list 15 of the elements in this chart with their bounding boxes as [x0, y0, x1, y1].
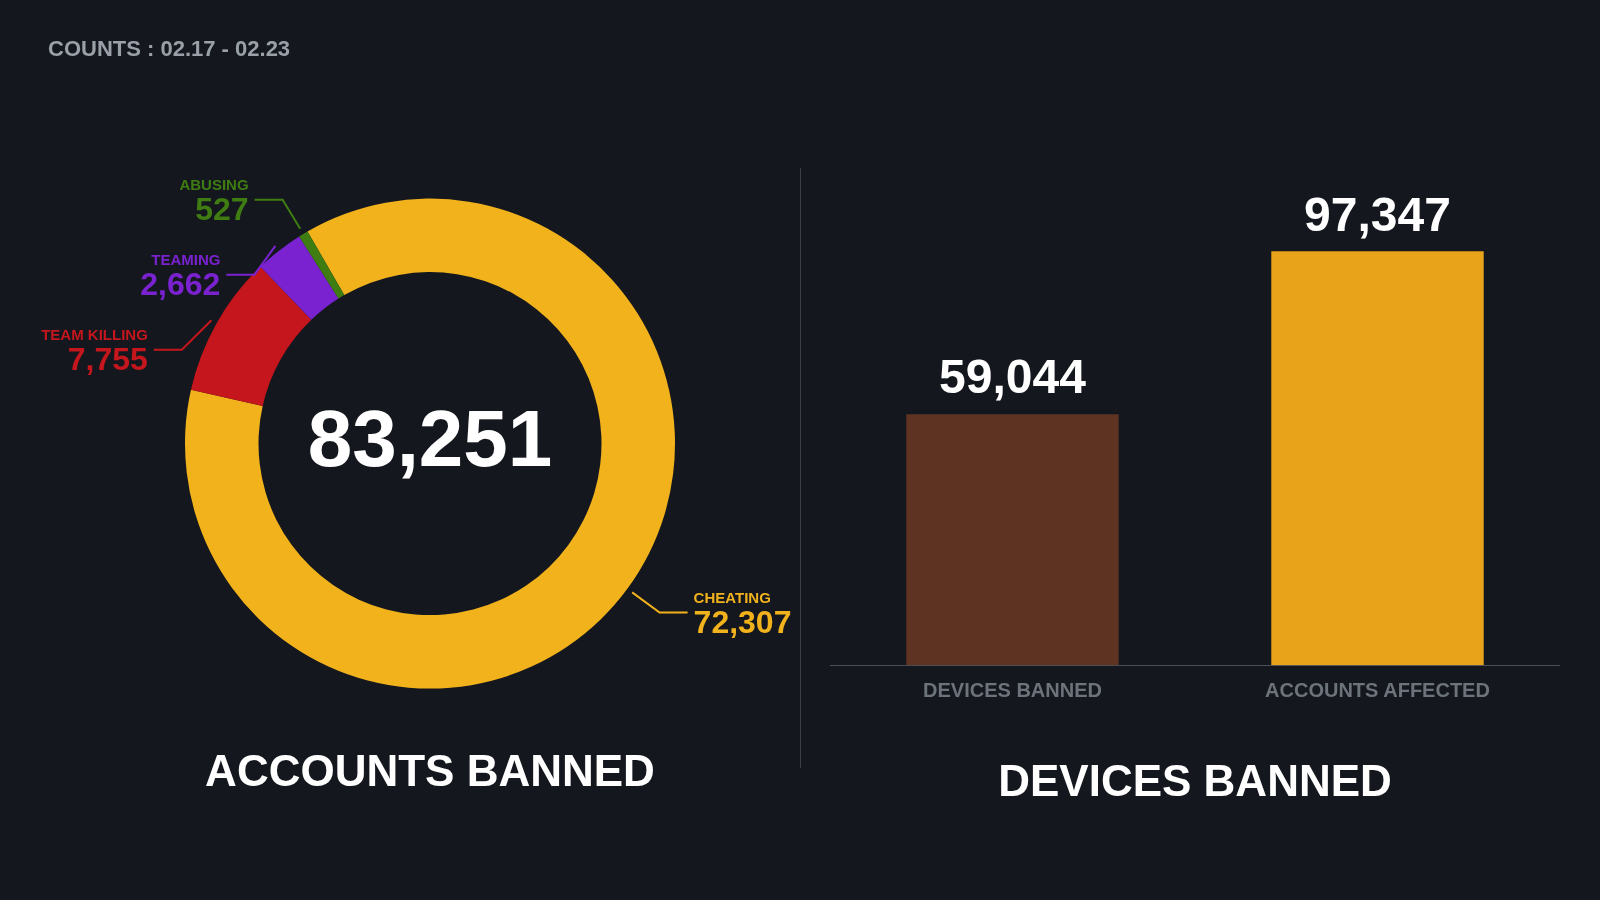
text: DEVICES BANNED	[998, 755, 1392, 805]
data-label: 2,662	[140, 266, 221, 303]
slice-label: ABUSING	[179, 176, 249, 194]
text: 83,251	[307, 393, 553, 483]
text: ACCOUNTS BANNED	[205, 745, 655, 795]
slice-label: CHEATING	[693, 589, 771, 607]
data-label: 72,307	[693, 604, 792, 641]
data-label: 7,755	[67, 341, 148, 378]
data-label: 59,044	[939, 350, 1087, 404]
slice-label: TEAMING	[151, 251, 221, 269]
slice-label: TEAM KILLING	[41, 326, 148, 344]
text: COUNTS : 02.17 - 02.23	[48, 36, 291, 62]
x-tick-label: ACCOUNTS AFFECTED	[1265, 678, 1490, 701]
data-label: 97,347	[1304, 187, 1451, 241]
data-label: 527	[195, 191, 249, 228]
